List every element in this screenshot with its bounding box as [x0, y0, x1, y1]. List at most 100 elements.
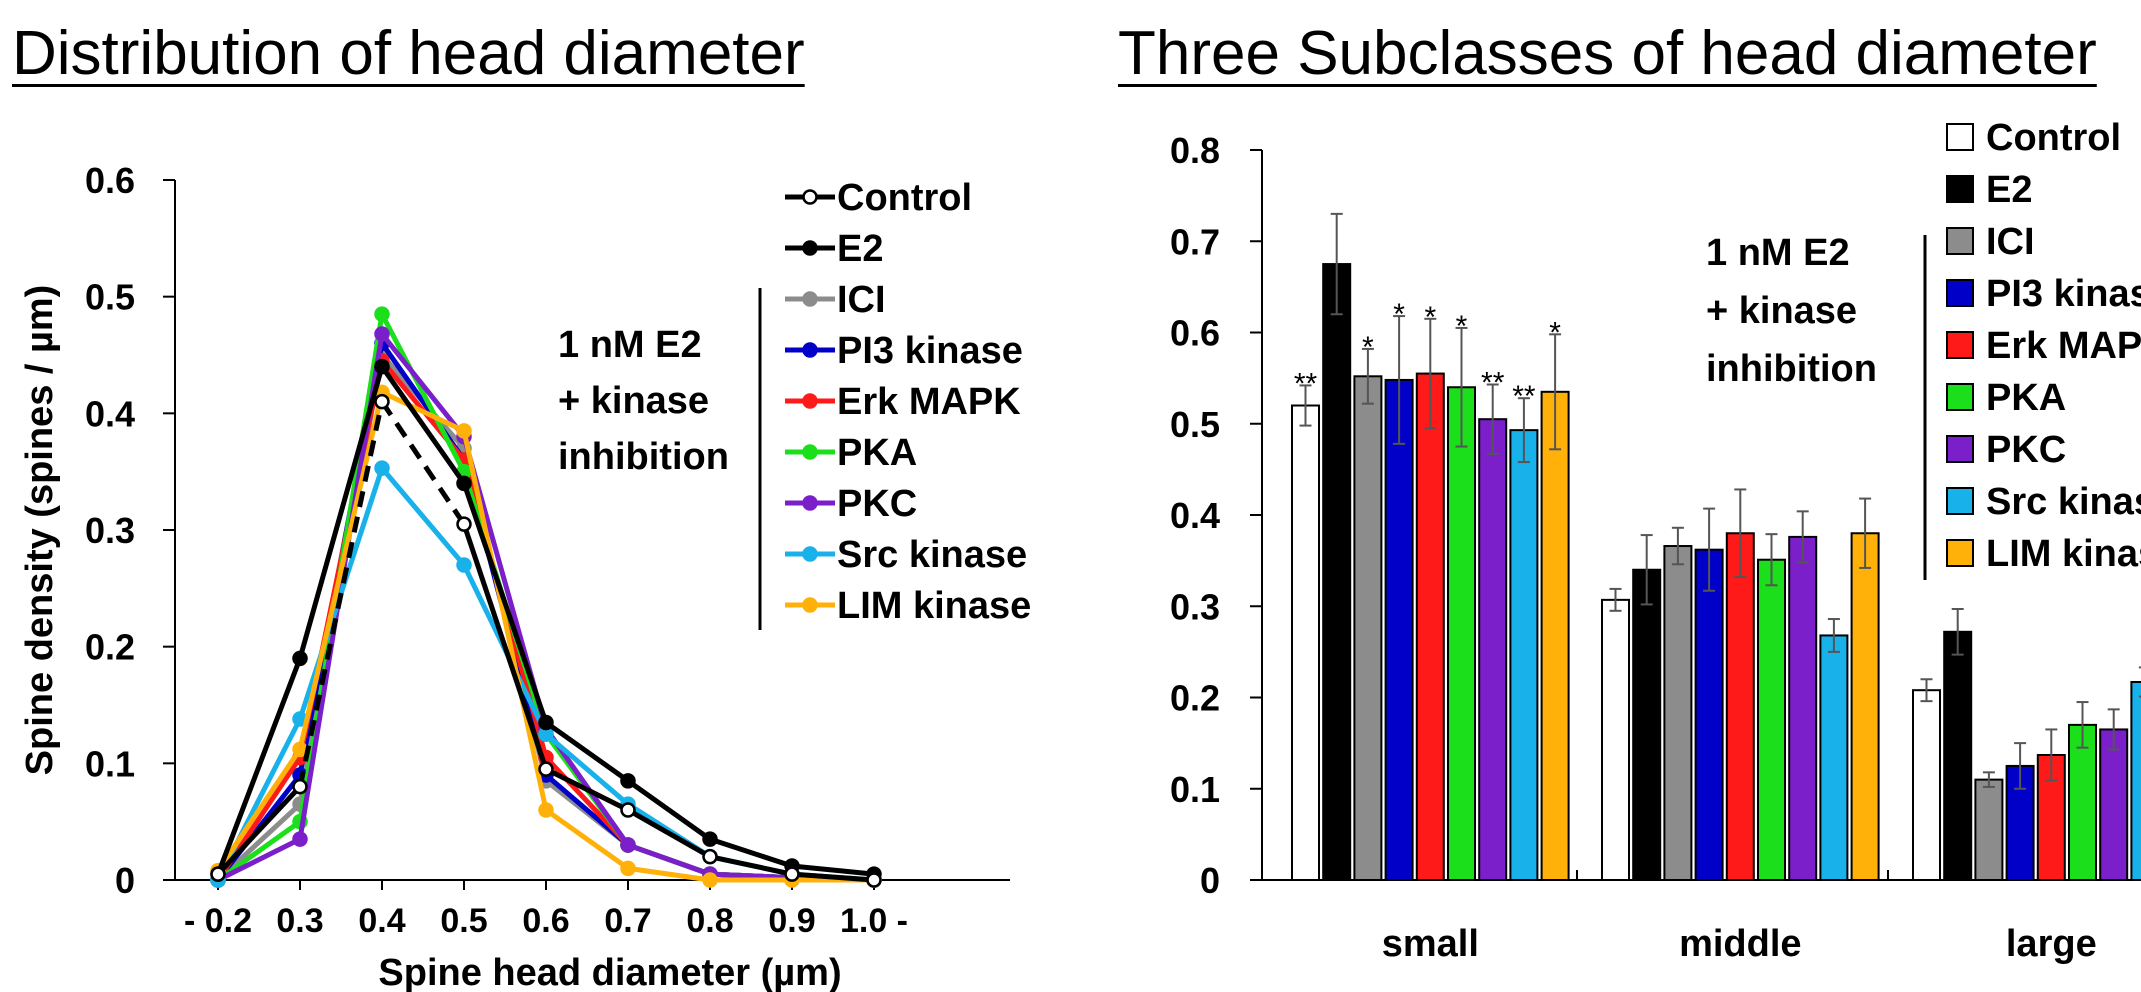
data-point	[292, 831, 308, 847]
legend-swatch	[1946, 331, 1974, 359]
series-src-kinase: **	[1509, 380, 2141, 882]
right-chart-title: Three Subclasses of head diameter	[1118, 19, 2097, 88]
significance-star: **	[1481, 367, 1505, 400]
data-point	[620, 837, 636, 853]
data-point	[538, 802, 554, 818]
bar	[1974, 778, 2004, 881]
series-pka: *	[1447, 310, 2097, 882]
y-tick-label: 0.1	[1170, 769, 1220, 810]
legend-label: E2	[1986, 169, 2032, 211]
legend-label: PI3 kinase	[1986, 273, 2141, 315]
bar	[2068, 723, 2097, 881]
bar	[1725, 532, 1755, 881]
legend-swatch	[1946, 539, 1974, 567]
legend-swatch-marker	[802, 189, 818, 205]
x-tick-label: 0.5	[440, 902, 487, 940]
significance-star: *	[1456, 310, 1468, 343]
legend-swatch	[1946, 175, 1974, 203]
legend-swatch-marker	[802, 546, 818, 562]
bar	[1850, 532, 1880, 881]
data-point	[374, 306, 390, 322]
y-tick-label: 0.2	[1170, 678, 1220, 719]
significance-star: **	[1512, 380, 1536, 413]
category-label: large	[2006, 923, 2097, 965]
legend-label: LIM kinase	[837, 585, 1031, 627]
x-tick-label: 0.8	[686, 902, 733, 940]
y-tick-label: 0.3	[85, 510, 135, 551]
legend-item-pi3-kinase: PI3 kinase	[785, 330, 1023, 372]
significance-star: *	[1362, 331, 1374, 364]
y-tick-label: 0	[115, 860, 135, 901]
data-point	[538, 714, 554, 731]
data-point	[620, 802, 636, 818]
legend-swatch-marker	[802, 495, 818, 511]
data-point	[292, 650, 308, 667]
legend-label: ICI	[837, 279, 886, 321]
legend-item-e2: E2	[1946, 169, 2032, 211]
legend-label: Control	[1986, 117, 2121, 159]
significance-star: *	[1393, 298, 1405, 331]
data-point	[702, 848, 718, 865]
bar	[1384, 378, 1414, 881]
legend-label: LIM kinase	[1986, 533, 2141, 575]
significance-star: *	[1424, 301, 1436, 334]
legend-label: E2	[837, 228, 883, 270]
legend-item-control: Control	[1946, 117, 2121, 159]
bar	[1509, 429, 1539, 881]
legend-label: PKA	[837, 432, 917, 474]
legend-swatch	[1946, 279, 1974, 307]
y-tick-label: 0.5	[85, 277, 135, 318]
legend-swatch-marker	[802, 597, 818, 613]
bar	[1694, 548, 1724, 881]
legend-label: PKC	[1986, 429, 2066, 471]
legend-swatch	[1946, 487, 1974, 515]
data-point	[374, 326, 390, 342]
legend-item-ici: ICI	[1946, 221, 2035, 263]
legend-item-control: Control	[785, 177, 972, 219]
legend-item-pi3-kinase: PI3 kinase	[1946, 273, 2141, 315]
category-label: middle	[1679, 923, 1801, 965]
annotation-line: inhibition	[1706, 348, 1877, 390]
bar	[1353, 375, 1383, 881]
bar	[1540, 390, 1570, 881]
bar	[2036, 753, 2066, 881]
series-control: **	[1291, 367, 1941, 882]
legend-swatch-marker	[802, 291, 818, 307]
significance-star: *	[1549, 316, 1561, 349]
bar	[1478, 418, 1508, 881]
data-point	[784, 866, 800, 882]
bar	[1943, 630, 1973, 881]
category-label: small	[1382, 923, 1479, 965]
x-axis-label: Spine head diameter (µm)	[378, 952, 841, 992]
y-tick-label: 0.7	[1170, 221, 1220, 262]
series-line-segment	[544, 766, 630, 813]
series-line-segment	[791, 871, 875, 883]
bar	[1788, 535, 1818, 882]
annotation-line: 1 nM E2	[558, 324, 702, 366]
legend-swatch-marker	[802, 342, 818, 358]
series-control	[210, 393, 882, 888]
legend-swatch	[1946, 227, 1974, 255]
data-point	[292, 778, 308, 795]
bar	[1757, 558, 1786, 882]
bar	[2099, 728, 2129, 881]
bar	[2130, 680, 2141, 881]
legend-item-lim-kinase: LIM kinase	[1946, 533, 2141, 575]
x-tick-label: 0.4	[358, 902, 405, 940]
legend-item-lim-kinase: LIM kinase	[785, 585, 1031, 627]
y-tick-label: 0.6	[1170, 313, 1220, 354]
x-tick-label: - 0.2	[184, 902, 252, 940]
y-tick-label: 0.2	[85, 627, 135, 668]
legend-item-erk-mapk: Erk MAPK	[785, 381, 1021, 423]
data-point	[866, 872, 882, 888]
x-tick-label: 0.6	[522, 902, 569, 940]
data-point	[620, 860, 636, 877]
legend-item-src-kinase: Src kinase	[785, 534, 1027, 576]
data-point	[620, 773, 636, 789]
y-tick-label: 0	[1200, 860, 1220, 901]
bar	[2005, 764, 2035, 881]
data-point	[374, 460, 390, 476]
legend-swatch-marker	[802, 444, 818, 460]
legend-swatch-marker	[802, 240, 818, 256]
legend-label: PKA	[1986, 377, 2066, 419]
